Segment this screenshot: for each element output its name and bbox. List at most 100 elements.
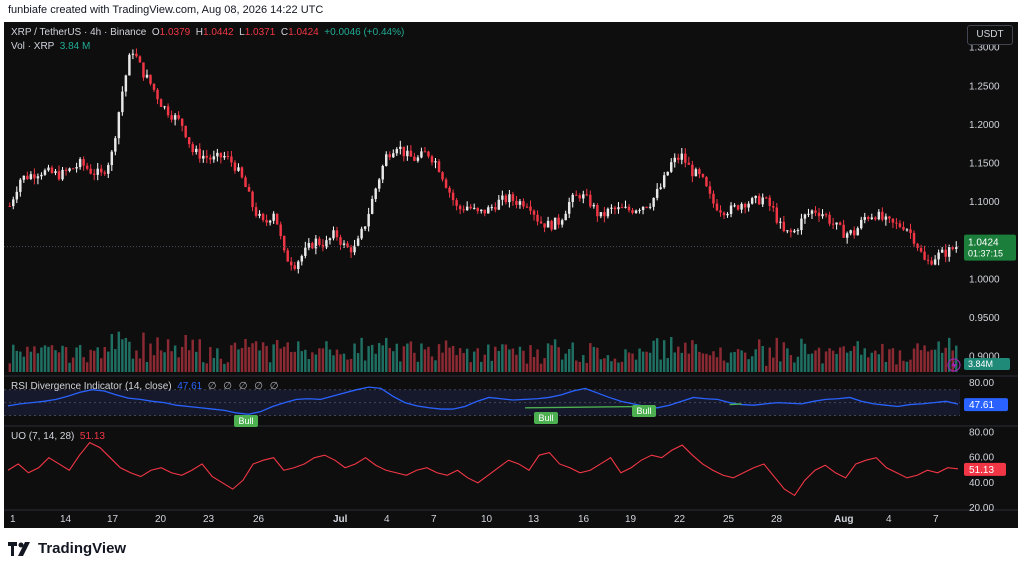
volume-bar xyxy=(483,354,486,372)
volume-bar xyxy=(666,358,669,372)
candle-body xyxy=(508,194,511,203)
candle-body xyxy=(297,261,300,269)
candle-body xyxy=(895,222,898,224)
uo-line xyxy=(7,441,959,497)
volume-bar xyxy=(863,348,866,372)
candle-body xyxy=(761,197,764,205)
volume-bar xyxy=(757,339,761,372)
candle-body xyxy=(705,176,708,187)
candle-body xyxy=(648,206,652,208)
candle-body xyxy=(726,213,729,216)
candle-body xyxy=(666,171,669,176)
volume-bar xyxy=(856,341,859,372)
x-tick-label: 20 xyxy=(155,514,167,525)
candle-body xyxy=(645,206,648,208)
candle-body xyxy=(124,75,128,92)
candle-body xyxy=(321,244,325,248)
rsi-empty-circles: ∅ ∅ ∅ ∅ ∅ xyxy=(207,381,281,392)
candle-body xyxy=(444,179,448,188)
candle-body xyxy=(455,200,458,206)
volume-bar xyxy=(342,353,346,372)
candle-body xyxy=(838,222,842,225)
candle-body xyxy=(57,171,61,180)
candle-body xyxy=(715,203,719,211)
volume-bar xyxy=(831,350,835,372)
candle-body xyxy=(511,194,515,201)
candle-body xyxy=(420,151,423,158)
open-label: O xyxy=(151,27,160,38)
volume-bar xyxy=(930,349,933,372)
volume-bar xyxy=(726,362,729,372)
candle-body xyxy=(377,179,381,189)
volume-bar xyxy=(645,351,648,372)
candle-body xyxy=(233,162,237,171)
currency-button[interactable]: USDT xyxy=(967,25,1013,45)
candle-body xyxy=(103,172,106,174)
candle-body xyxy=(567,202,571,214)
volume-bar xyxy=(131,358,135,372)
volume-bar xyxy=(413,352,416,372)
price-tick-label: 1.2000 xyxy=(969,120,1000,131)
uo-label: UO (7, 14, 28) xyxy=(11,431,75,442)
candle-body xyxy=(553,217,557,230)
volume-bar xyxy=(655,338,659,372)
last-price-badge xyxy=(964,234,1016,261)
candle-body xyxy=(254,207,258,216)
candle-body xyxy=(821,214,824,217)
candle-body xyxy=(944,249,947,257)
volume-bar xyxy=(687,353,691,372)
candle-body xyxy=(831,223,835,225)
candle-body xyxy=(613,207,617,210)
low-label: L xyxy=(239,27,245,38)
bull-label xyxy=(534,412,558,424)
volume-bar xyxy=(395,343,399,372)
chart-canvas[interactable]: Bull Bull Bull 1.3000 1.2500 1.2000 1.1500 1.1… xyxy=(4,22,1018,528)
volume-bar xyxy=(293,351,296,372)
candle-body xyxy=(399,146,402,150)
volume-bar xyxy=(652,340,655,372)
candle-body xyxy=(828,214,831,224)
chart-frame[interactable]: Bull Bull Bull 1.3000 1.2500 1.2000 1.1500 1.1… xyxy=(4,22,1018,528)
candle-body xyxy=(68,168,71,171)
volume-bar xyxy=(553,339,557,372)
candle-body xyxy=(937,252,940,260)
volume-bar xyxy=(617,362,620,372)
volume-bar xyxy=(603,358,606,372)
candle-body xyxy=(328,238,332,241)
volume-bar xyxy=(356,353,360,372)
volume-bar xyxy=(177,357,180,372)
volume-bar xyxy=(624,349,627,372)
volume-bar xyxy=(627,352,631,372)
candle-body xyxy=(198,148,201,159)
volume-bar xyxy=(923,345,926,372)
volume-bar xyxy=(779,361,782,372)
candle-body xyxy=(293,265,296,269)
alert-lightning-icon-bolt xyxy=(951,360,957,370)
volume-bar xyxy=(19,351,22,372)
volume-bar xyxy=(761,346,764,372)
volume-bar xyxy=(852,346,856,372)
volume-bar xyxy=(765,365,768,372)
axes-layer: 1.30001.25001.20001.15001.10001.05001.00… xyxy=(10,43,1016,525)
candle-body xyxy=(240,167,244,178)
candle-body xyxy=(335,230,339,238)
volume-bar xyxy=(469,362,472,372)
candle-body xyxy=(19,179,22,192)
volume-bar xyxy=(237,349,240,372)
candle-body xyxy=(930,260,933,265)
candle-body xyxy=(349,247,353,253)
candle-body xyxy=(845,233,849,238)
grid-layer xyxy=(4,375,1018,511)
volume-bar xyxy=(472,351,476,372)
candle-body xyxy=(64,169,68,171)
candle-body xyxy=(184,125,187,138)
rsi-band-fill xyxy=(4,389,960,416)
x-tick-label: 7 xyxy=(431,514,437,525)
x-tick-label: 10 xyxy=(481,514,493,525)
candle-body xyxy=(779,221,782,223)
volume-bar xyxy=(268,362,272,372)
volume-bar xyxy=(388,347,391,372)
candle-body xyxy=(504,195,508,203)
volume-bar xyxy=(712,351,715,372)
candle-body xyxy=(71,168,75,170)
